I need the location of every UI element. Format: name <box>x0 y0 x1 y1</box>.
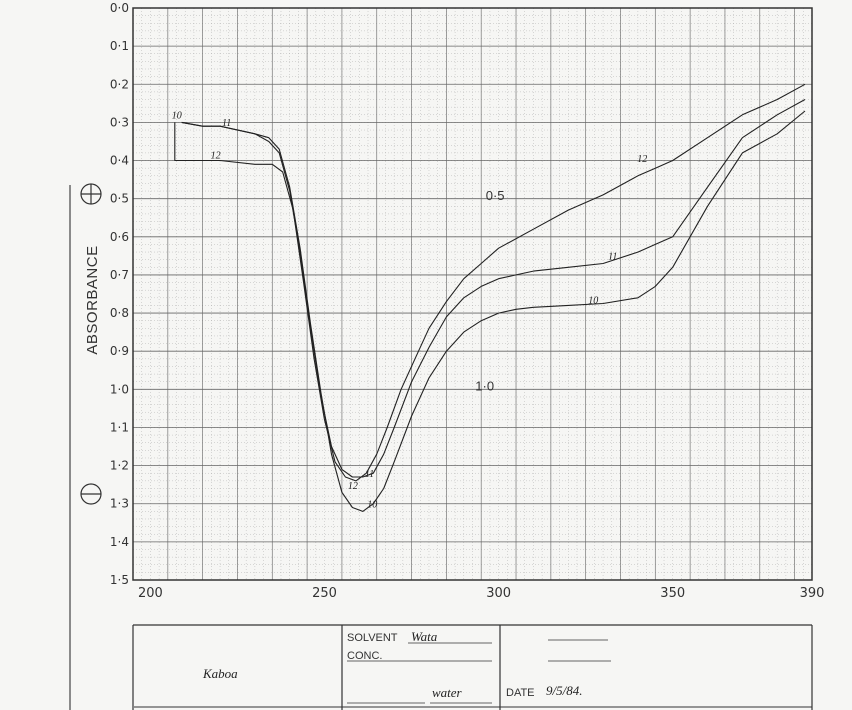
curve-label-12: 12 <box>348 481 358 492</box>
x-tick-label: 250 <box>312 586 337 601</box>
solvent-value: Wata <box>411 629 438 644</box>
sample-form: Kaboa SOLVENT Wata CONC. water DATE 9/5/… <box>132 624 813 710</box>
spectrum-curves <box>174 83 806 512</box>
date-label: DATE <box>506 687 535 699</box>
curve-label-10: 10 <box>172 110 182 121</box>
curve-label-12: 12 <box>211 151 221 162</box>
y-tick-label: 1·5 <box>110 573 129 587</box>
curve-labels: 10 11 12 11 12 10 12 11 10 <box>172 110 648 510</box>
plot-annotation: 0·5 <box>486 188 505 203</box>
y-axis-label: ABSORBANCE <box>84 245 101 354</box>
x-tick-label: 390 <box>800 586 825 601</box>
y-tick-label: 1·4 <box>110 535 129 549</box>
y-tick-label: 0·6 <box>110 230 129 244</box>
curve-label-11: 11 <box>365 469 374 480</box>
reference-value: water <box>432 685 463 700</box>
y-tick-label: 0·5 <box>110 192 129 206</box>
y-tick-label: 0·1 <box>110 39 129 53</box>
y-tick-label: 0·8 <box>110 306 129 320</box>
plot-annotation: 1·0 <box>475 379 494 394</box>
series-line-10 <box>181 110 806 512</box>
series-line-11 <box>181 99 806 478</box>
y-tick-label: 0·2 <box>110 77 129 91</box>
circled-minus-icon <box>80 483 102 505</box>
y-tick-label: 1·2 <box>110 459 129 473</box>
x-axis-ticks: 200 250 300 350 390 <box>138 586 824 601</box>
y-tick-label: 0·0 <box>110 1 129 15</box>
x-tick-label: 200 <box>138 586 163 601</box>
series-line-12 <box>174 83 806 482</box>
circled-plus-icon <box>80 183 102 205</box>
y-tick-label: 0·4 <box>110 154 129 168</box>
fine-grid <box>132 7 813 581</box>
y-tick-label: 1·0 <box>110 382 129 396</box>
curve-label-12: 12 <box>637 154 647 165</box>
y-tick-label: 1·1 <box>110 420 129 434</box>
y-tick-label: 0·7 <box>110 268 129 282</box>
y-tick-label: 0·3 <box>110 115 129 129</box>
x-tick-label: 300 <box>486 586 511 601</box>
sample-name: Kaboa <box>202 666 238 681</box>
curve-label-11: 11 <box>222 118 231 129</box>
y-axis-ticks: 0·0 0·1 0·2 0·3 0·4 0·5 0·6 0·7 0·8 0·9 1·0 1·1 1·2 1… <box>110 1 129 587</box>
x-tick-label: 350 <box>660 586 685 601</box>
annotations: 0·5 1·0 <box>475 188 504 394</box>
curve-label-10: 10 <box>588 295 598 306</box>
y-tick-label: 1·3 <box>110 497 129 511</box>
y-tick-label: 0·9 <box>110 344 129 358</box>
date-value: 9/5/84. <box>546 683 582 698</box>
conc-label: CONC. <box>347 650 382 662</box>
curve-label-11: 11 <box>608 251 617 262</box>
solvent-label: SOLVENT <box>347 632 398 644</box>
curve-label-10: 10 <box>367 500 377 511</box>
plot-border <box>132 7 813 581</box>
